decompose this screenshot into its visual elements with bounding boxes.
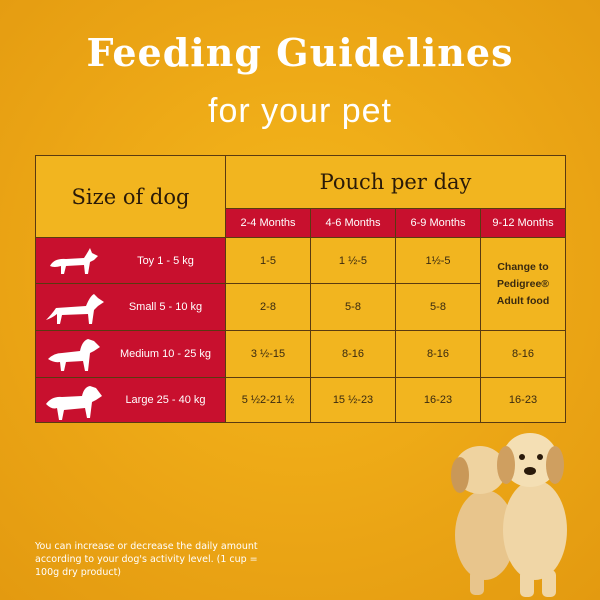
size-label: Medium 10 - 25 kg <box>119 348 212 360</box>
column-header: 4-6 Months <box>310 208 396 238</box>
cell: 16-23 <box>480 377 566 423</box>
cell: 2-8 <box>225 283 311 331</box>
footnote: You can increase or decrease the daily a… <box>35 541 258 578</box>
cell: 3 ½-15 <box>225 330 311 378</box>
cell: 5-8 <box>395 283 481 331</box>
size-cell: Small 5 - 10 kg <box>35 283 226 331</box>
column-header: 9-12 Months <box>480 208 566 238</box>
size-cell: Large 25 - 40 kg <box>35 377 226 423</box>
size-header: Size of dog <box>35 155 226 238</box>
dog-icon <box>50 248 98 274</box>
size-cell: Medium 10 - 25 kg <box>35 330 226 378</box>
note-line: Adult food <box>496 294 550 307</box>
note-line: Pedigree® <box>496 277 550 290</box>
cell: 5 ½2-21 ½ <box>225 377 311 423</box>
cell: 1½-5 <box>395 237 481 284</box>
size-label: Small 5 - 10 kg <box>128 301 203 313</box>
cell: 1 ½-5 <box>310 237 396 284</box>
cell: 16-23 <box>395 377 481 423</box>
subtitle: for your pet <box>208 92 392 130</box>
cell: 5-8 <box>310 283 396 331</box>
cell: 1-5 <box>225 237 311 284</box>
cell: 8-16 <box>310 330 396 378</box>
column-header: 6-9 Months <box>395 208 481 238</box>
column-header: 2-4 Months <box>225 208 311 238</box>
cell: 15 ½-23 <box>310 377 396 423</box>
pouch-header: Pouch per day <box>225 155 566 209</box>
dog-icon <box>46 386 102 420</box>
title: Feeding Guidelines <box>86 30 514 75</box>
note-line: Change to <box>497 260 549 273</box>
size-label: Large 25 - 40 kg <box>125 394 206 406</box>
dog-icon <box>48 339 100 371</box>
merged-note: Change to Pedigree® Adult food <box>480 237 566 331</box>
puppies-image <box>451 433 567 597</box>
dog-icon <box>46 294 104 324</box>
size-label: Toy 1 - 5 kg <box>137 254 194 267</box>
cell: 8-16 <box>395 330 481 378</box>
cell: 8-16 <box>480 330 566 378</box>
size-cell: Toy 1 - 5 kg <box>35 237 226 284</box>
